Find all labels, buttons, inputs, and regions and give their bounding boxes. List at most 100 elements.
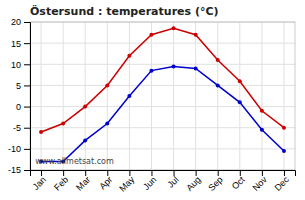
x-tick: Jul <box>165 170 180 190</box>
tick-label: 20 <box>11 17 21 27</box>
series-point <box>105 83 109 87</box>
tick-label: 10 <box>11 60 21 70</box>
series-point <box>105 121 109 125</box>
tick-label: May <box>117 174 136 193</box>
grid-line-x <box>85 22 86 170</box>
tick-label: -5 <box>13 123 21 133</box>
y-tick: 15 <box>11 39 30 49</box>
tick-mark <box>24 64 30 65</box>
grid-line-x <box>261 22 262 170</box>
title: Östersund : temperatures (°C) <box>30 4 219 18</box>
series-point <box>61 121 65 125</box>
y-tick: -5 <box>13 123 30 133</box>
series-point <box>172 26 176 30</box>
series-line <box>41 66 284 161</box>
grid-line-x <box>283 22 284 170</box>
series-point <box>194 33 198 37</box>
tick-label: Mar <box>74 175 92 193</box>
x-tick: Sep <box>206 170 224 193</box>
grid-line-x <box>195 22 196 170</box>
series-line <box>41 28 284 132</box>
grid-line-y <box>30 148 295 149</box>
grid-line-y <box>30 106 295 107</box>
x-tick: Dec <box>273 170 292 193</box>
series-point <box>282 149 286 153</box>
tick-label: Apr <box>97 175 114 192</box>
grid-line-x <box>107 22 108 170</box>
grid-line-x <box>41 22 42 170</box>
plot-area: JanFebMarAprMayJunJulAugSepOctNovDec-15-… <box>8 17 296 193</box>
grid <box>30 22 295 170</box>
tick-mark <box>24 22 30 23</box>
tick-label: Jan <box>31 175 48 192</box>
axis-line <box>31 171 296 177</box>
x-tick: Mar <box>74 170 92 193</box>
y-tick: 0 <box>16 102 30 112</box>
y-tick: 5 <box>16 81 30 91</box>
series-point <box>216 83 220 87</box>
tick-mark <box>24 149 30 150</box>
annotation: www.allmetsat.com <box>35 157 114 166</box>
tick-label: Jul <box>165 175 180 190</box>
grid-line-x <box>173 22 174 170</box>
tick-label: Feb <box>52 175 70 193</box>
y-tick: 20 <box>11 17 30 27</box>
series-point <box>83 138 87 142</box>
y-tick: -10 <box>8 144 30 154</box>
x-tick: Feb <box>52 170 70 193</box>
x-tick: Aug <box>184 170 202 193</box>
grid-line-x <box>239 22 240 170</box>
grid-line-y <box>30 64 295 65</box>
tick-label: -15 <box>8 165 21 175</box>
series-point <box>194 67 198 71</box>
series-point <box>39 130 43 134</box>
tick-label: 15 <box>11 39 21 49</box>
x-axis: JanFebMar AprMay Jun Jul AugSep OctNovDec <box>31 170 296 194</box>
series-point <box>238 100 242 104</box>
tick-label: Aug <box>184 175 202 193</box>
grid-line-x <box>217 22 218 170</box>
tick-mark <box>24 43 30 44</box>
x-tick: May <box>117 170 136 194</box>
marks <box>39 26 286 163</box>
y-tick: 10 <box>11 60 30 70</box>
tick-label: Dec <box>273 174 292 193</box>
axis-line <box>24 23 31 171</box>
tick-mark <box>24 170 30 171</box>
tick-label: 0 <box>16 102 21 112</box>
y-axis: -15 -10 -5 0 5 10 15 20 <box>8 17 31 175</box>
x-tick: Nov <box>250 170 269 193</box>
grid-line-x <box>151 22 152 170</box>
plot-frame <box>30 22 295 170</box>
tick-label: Sep <box>206 175 224 193</box>
tick-label: Oct <box>230 174 247 191</box>
tick-mark <box>24 107 30 108</box>
series-point <box>172 64 176 68</box>
series-point <box>282 126 286 130</box>
tick-mark <box>24 85 30 86</box>
grid-line-y <box>30 85 295 86</box>
chart: JanFebMarAprMayJunJulAugSepOctNovDec-15-… <box>0 0 305 200</box>
x-tick: Apr <box>97 170 114 192</box>
tick-mark <box>24 128 30 129</box>
series-point <box>260 128 264 132</box>
grid-line-y <box>30 43 295 44</box>
tick-label: -10 <box>8 144 21 154</box>
series-point <box>83 105 87 109</box>
x-tick: Jun <box>141 170 158 192</box>
series-point <box>260 109 264 113</box>
series-point <box>127 94 131 98</box>
series-point <box>238 79 242 83</box>
tick-label: Jun <box>141 175 158 192</box>
series-point <box>149 33 153 37</box>
grid-line-x <box>63 22 64 170</box>
y-tick: -15 <box>8 165 30 175</box>
grid-line-y <box>30 127 295 128</box>
x-tick: Jan <box>31 170 48 192</box>
series-point <box>216 58 220 62</box>
x-tick: Oct <box>230 170 247 192</box>
tick-label: Nov <box>250 174 269 193</box>
tick-label: 5 <box>16 81 21 91</box>
series-point <box>149 69 153 73</box>
series-point <box>127 54 131 58</box>
